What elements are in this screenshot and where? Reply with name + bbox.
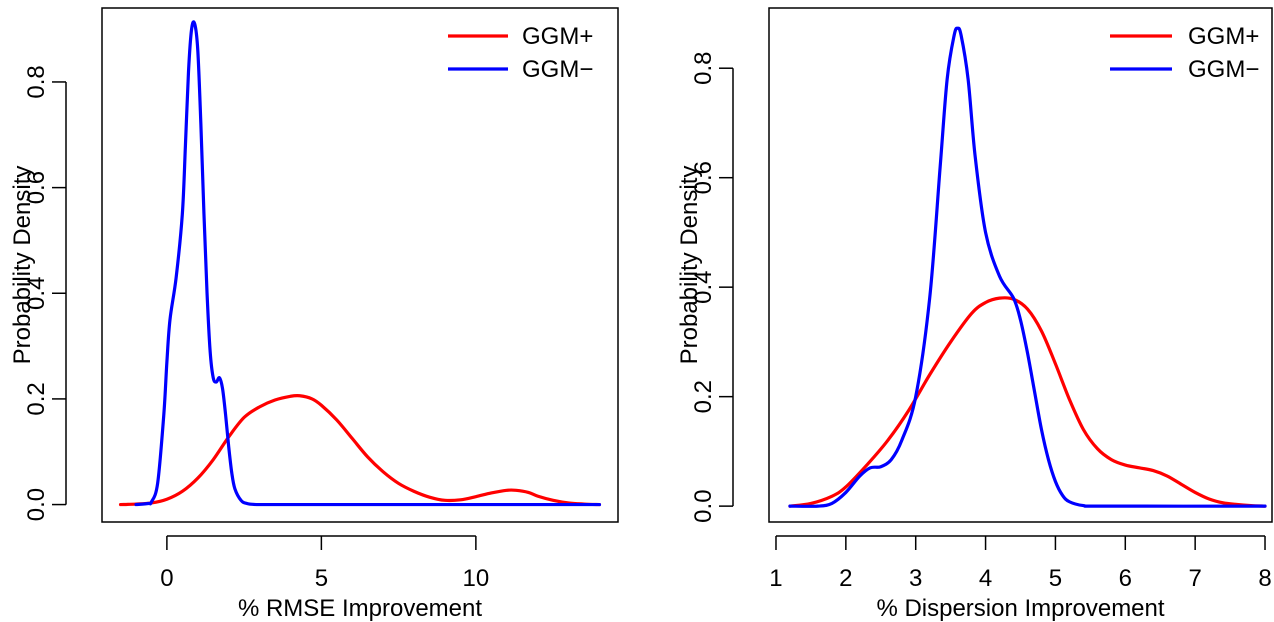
series-line-ggm-plus xyxy=(118,393,602,507)
plot-frame xyxy=(768,7,1273,523)
chart-panel-dispersion: 1 2 3 4 5 6 7 8 0.0 0.2 0.4 0.6 0.8 % Dispersion Impr… xyxy=(676,7,1273,622)
legend: GGM+ GGM− xyxy=(448,23,593,83)
y-tick-label: 0.6 xyxy=(23,171,50,204)
y-axis-title: Probability Density xyxy=(676,166,703,365)
y-tick-label: 0.2 xyxy=(23,382,50,415)
series-line-ggm-minus xyxy=(788,26,1267,508)
x-tick-label: 2 xyxy=(839,565,852,592)
legend-label: GGM+ xyxy=(522,23,593,50)
x-tick-label: 8 xyxy=(1258,565,1271,592)
y-tick-label: 0.4 xyxy=(690,270,717,303)
y-tick-label: 0.0 xyxy=(23,488,50,521)
x-tick-label: 5 xyxy=(315,565,328,592)
legend: GGM+ GGM− xyxy=(1110,23,1259,83)
x-tick-label: 0 xyxy=(160,565,173,592)
y-tick-label: 0.8 xyxy=(690,52,717,85)
x-tick-label: 1 xyxy=(769,565,782,592)
x-tick-label: 10 xyxy=(463,565,490,592)
legend-label: GGM− xyxy=(1188,56,1259,83)
x-axis-title: % Dispersion Improvement xyxy=(876,595,1164,622)
y-tick-label: 0.6 xyxy=(690,161,717,194)
x-axis-title: % RMSE Improvement xyxy=(238,595,482,622)
x-tick-label: 5 xyxy=(1049,565,1062,592)
y-tick-label: 0.2 xyxy=(690,380,717,413)
series-line-ggm-plus xyxy=(788,296,1267,508)
chart-panel-rmse: 0 5 10 0.0 0.2 0.4 0.6 0.8 % RMSE Improvement Pro… xyxy=(9,7,619,622)
x-tick-label: 3 xyxy=(909,565,922,592)
y-axis-title: Probability Density xyxy=(9,166,36,365)
x-tick-label: 6 xyxy=(1119,565,1132,592)
y-tick-label: 0.0 xyxy=(690,489,717,522)
plot-frame xyxy=(101,7,619,523)
legend-label: GGM+ xyxy=(1188,23,1259,50)
series-line-ggm-minus xyxy=(134,20,602,507)
x-tick-label: 4 xyxy=(979,565,992,592)
x-tick-label: 7 xyxy=(1188,565,1201,592)
legend-label: GGM− xyxy=(522,56,593,83)
y-tick-label: 0.4 xyxy=(23,277,50,310)
y-tick-label: 0.8 xyxy=(23,65,50,98)
